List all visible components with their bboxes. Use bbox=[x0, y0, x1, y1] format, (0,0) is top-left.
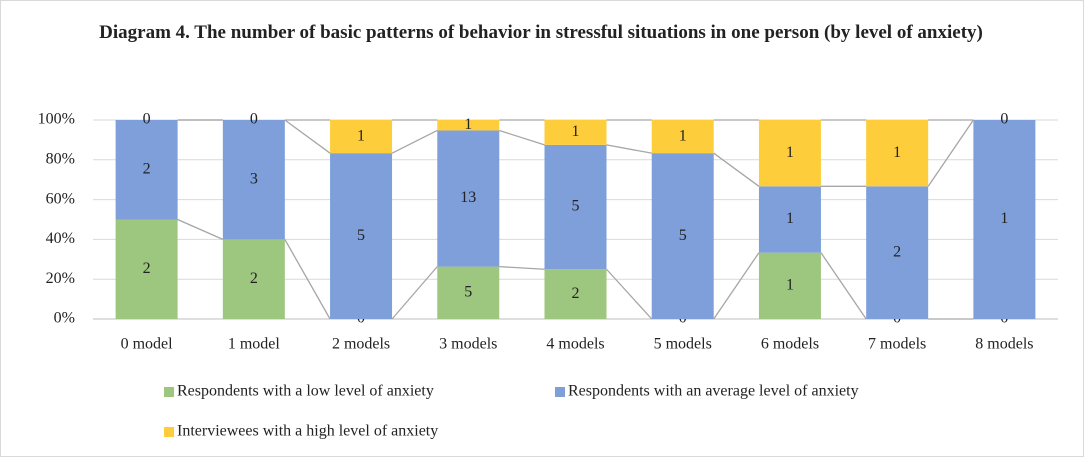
series-line bbox=[713, 152, 760, 187]
data-label: 2 bbox=[143, 160, 151, 177]
data-label: 1 bbox=[1000, 210, 1008, 227]
series-line bbox=[499, 129, 545, 146]
bar-segment bbox=[437, 266, 500, 319]
bar-segment bbox=[222, 120, 285, 240]
data-label: 1 bbox=[893, 144, 901, 161]
legend-swatch bbox=[555, 387, 565, 397]
data-label: 0 bbox=[143, 111, 151, 128]
data-label: 13 bbox=[460, 189, 476, 206]
series-line bbox=[284, 119, 331, 154]
legend-swatch bbox=[164, 427, 174, 437]
data-label: 2 bbox=[572, 285, 580, 302]
x-tick-label: 5 models bbox=[654, 336, 712, 353]
data-label: 1 bbox=[786, 210, 794, 227]
chart-title: Diagram 4. The number of basic patterns … bbox=[99, 22, 983, 43]
x-tick-label: 1 model bbox=[228, 336, 281, 353]
x-tick-label: 2 models bbox=[332, 336, 390, 353]
bar-segment bbox=[115, 120, 178, 220]
y-tick-label: 0% bbox=[54, 310, 75, 327]
data-label: 2 bbox=[143, 260, 151, 277]
data-label: 1 bbox=[786, 144, 794, 161]
bar-segment bbox=[866, 120, 929, 187]
y-tick-label: 40% bbox=[46, 230, 75, 247]
data-label: 3 bbox=[250, 170, 258, 187]
data-label: 1 bbox=[786, 277, 794, 294]
data-label: 0 bbox=[250, 111, 258, 128]
legend-swatch bbox=[164, 387, 174, 397]
data-label: 1 bbox=[572, 123, 580, 140]
data-label: 1 bbox=[357, 127, 365, 144]
bar-segment bbox=[330, 153, 393, 319]
series-line bbox=[284, 239, 331, 320]
series-line bbox=[927, 119, 974, 187]
series-line bbox=[606, 268, 653, 320]
data-label: 1 bbox=[464, 116, 472, 133]
bar-segment bbox=[222, 239, 285, 319]
y-tick-label: 20% bbox=[46, 270, 75, 287]
bar-segment bbox=[115, 219, 178, 319]
y-tick-label: 80% bbox=[46, 150, 75, 167]
series-line bbox=[713, 252, 760, 320]
data-label: 5 bbox=[572, 198, 580, 215]
bar-segment bbox=[330, 120, 393, 154]
bar-segment bbox=[758, 186, 821, 253]
data-label: 5 bbox=[464, 283, 472, 300]
legend-label: Interviewees with a high level of anxiet… bbox=[177, 423, 438, 440]
bar-segment bbox=[866, 186, 929, 319]
bar-segment bbox=[651, 153, 714, 319]
data-label: 0 bbox=[1000, 111, 1008, 128]
bar-segment bbox=[437, 130, 500, 267]
x-tick-label: 0 model bbox=[121, 336, 174, 353]
x-tick-label: 7 models bbox=[868, 336, 926, 353]
x-tick-label: 3 models bbox=[439, 336, 497, 353]
y-tick-label: 100% bbox=[38, 111, 75, 128]
data-label: 5 bbox=[357, 227, 365, 244]
x-tick-label: 4 models bbox=[546, 336, 604, 353]
bar-segment bbox=[437, 120, 500, 131]
data-label: 5 bbox=[679, 227, 687, 244]
bar-segment bbox=[758, 120, 821, 187]
series-line bbox=[391, 129, 438, 154]
y-tick-label: 60% bbox=[46, 190, 75, 207]
series-line bbox=[606, 144, 652, 154]
data-label: 1 bbox=[679, 127, 687, 144]
data-label: 2 bbox=[893, 243, 901, 260]
legend-label: Respondents with an average level of anx… bbox=[568, 383, 859, 400]
bar-segment bbox=[651, 120, 714, 154]
data-label: 2 bbox=[250, 270, 258, 287]
bar-segment bbox=[544, 120, 607, 145]
bar-segment bbox=[758, 252, 821, 319]
bar-segment bbox=[544, 269, 607, 319]
legend-label: Respondents with a low level of anxiety bbox=[177, 383, 434, 400]
x-tick-label: 6 models bbox=[761, 336, 819, 353]
bar-segment bbox=[973, 120, 1036, 319]
x-tick-label: 8 models bbox=[975, 336, 1033, 353]
series-line bbox=[391, 266, 438, 320]
series-line bbox=[177, 218, 224, 240]
series-line bbox=[499, 265, 545, 270]
bar-segment bbox=[544, 144, 607, 270]
series-line bbox=[820, 252, 867, 320]
